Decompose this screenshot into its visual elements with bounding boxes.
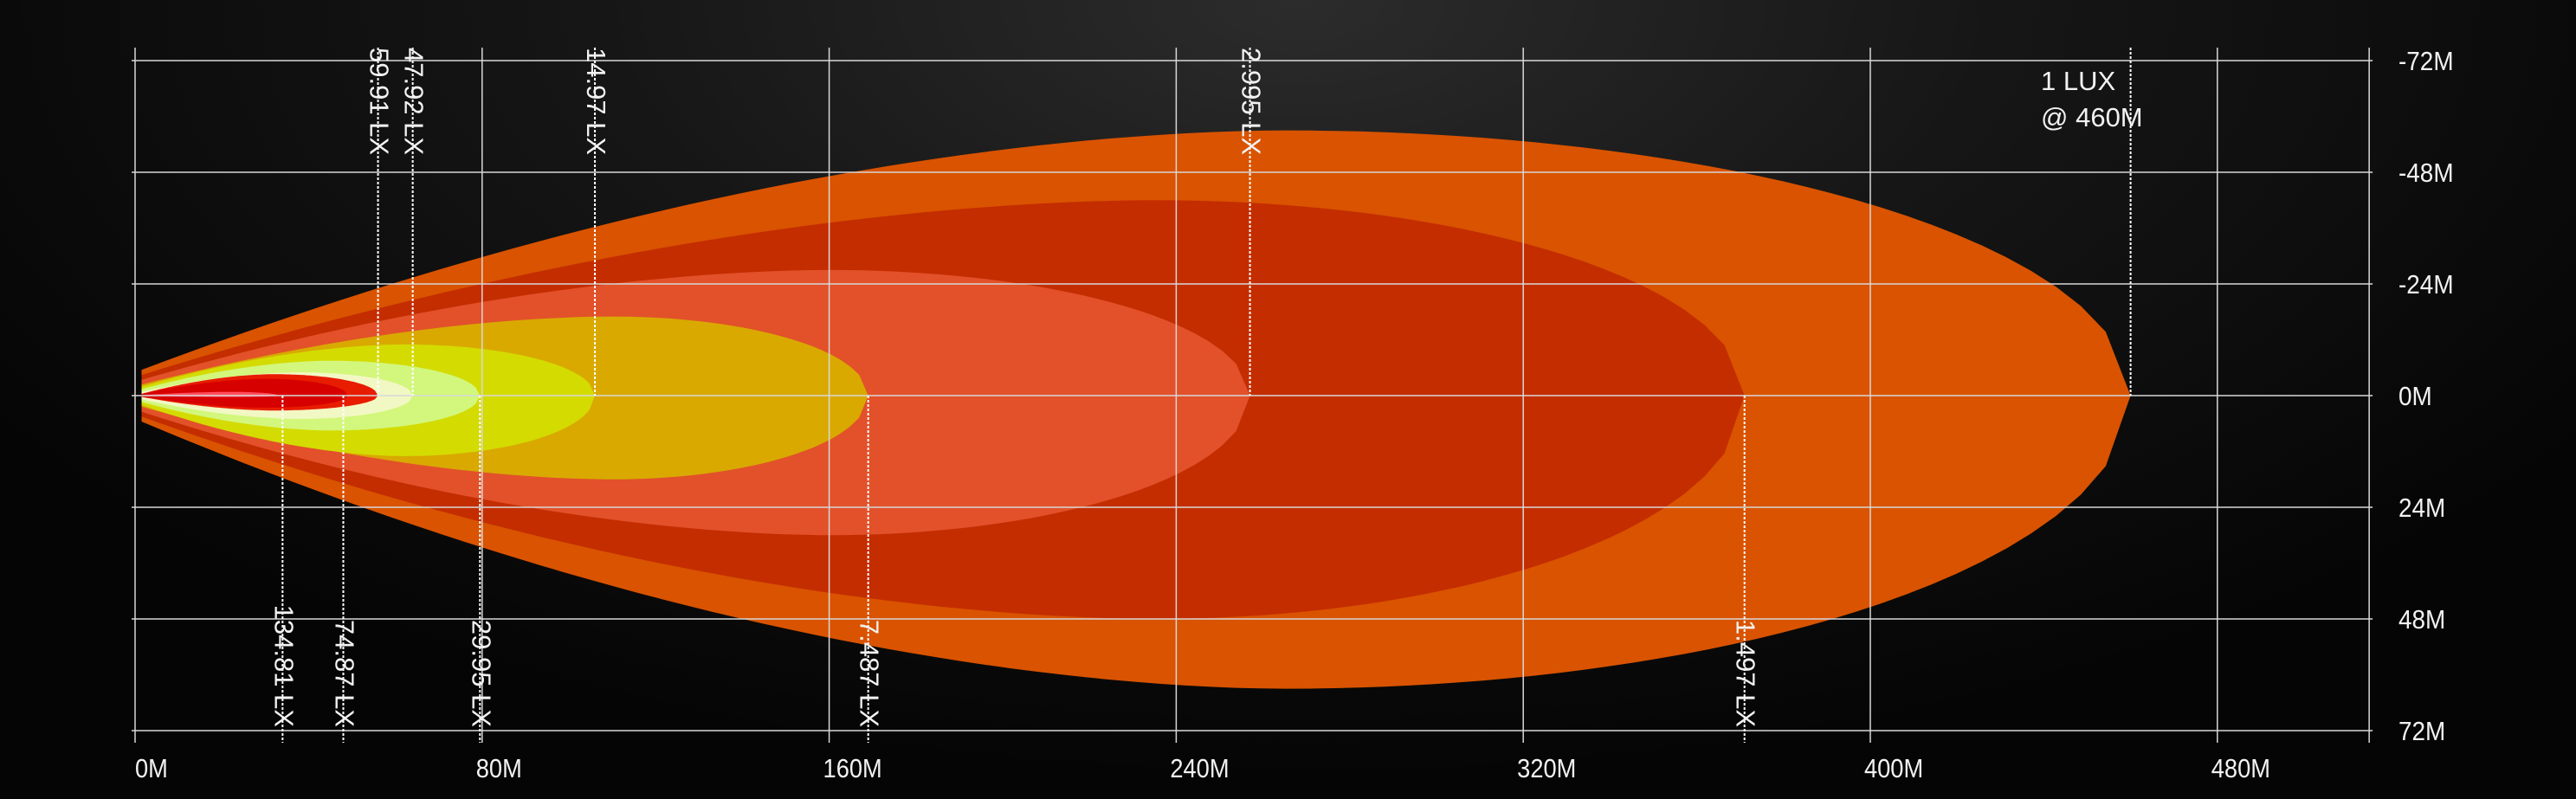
y-tick-label: 0M: [2398, 382, 2432, 412]
axis-ticks: 0M 80M 160M 240M 320M 400M 480M -72M -48M -24M 0M 2…: [135, 47, 2454, 784]
lux-label-bottom: 7.487 LX: [855, 620, 885, 727]
grid: [132, 48, 2373, 743]
y-tick-label: -48M: [2398, 158, 2454, 189]
lux-label-top: 47.92 LX: [399, 48, 429, 155]
x-tick-label: 160M: [823, 754, 882, 783]
lux-annotations: 59.91 LX 47.92 LX 14.97 LX 2.995 LX 134.81 L…: [268, 48, 2132, 743]
y-tick-label: 24M: [2398, 493, 2445, 524]
isolux-contours: [141, 130, 2131, 689]
x-tick-label: 240M: [1170, 754, 1229, 783]
lux-label-top: 59.91 LX: [365, 48, 395, 155]
x-tick-label: 480M: [2211, 754, 2270, 783]
range-note-line2: @ 460M: [2041, 102, 2143, 132]
y-tick-label: -24M: [2398, 270, 2454, 300]
x-tick-label: 400M: [1864, 754, 1923, 783]
lux-label-top: 2.995 LX: [1236, 48, 1267, 155]
lux-label-top: 14.97 LX: [581, 48, 611, 155]
x-tick-label: 80M: [476, 754, 522, 783]
y-tick-label: -72M: [2398, 47, 2454, 77]
y-tick-label: 72M: [2398, 717, 2445, 747]
x-tick-label: 320M: [1517, 754, 1576, 783]
lux-label-bottom: 134.81 LX: [268, 605, 299, 728]
x-tick-label: 0M: [135, 754, 168, 783]
lux-label-bottom: 1.497 LX: [1731, 620, 1761, 727]
y-tick-label: 48M: [2398, 605, 2445, 635]
lux-label-bottom: 29.95 LX: [466, 620, 496, 727]
range-note-line1: 1 LUX: [2041, 66, 2115, 96]
lux-label-bottom: 74.87 LX: [329, 620, 359, 727]
